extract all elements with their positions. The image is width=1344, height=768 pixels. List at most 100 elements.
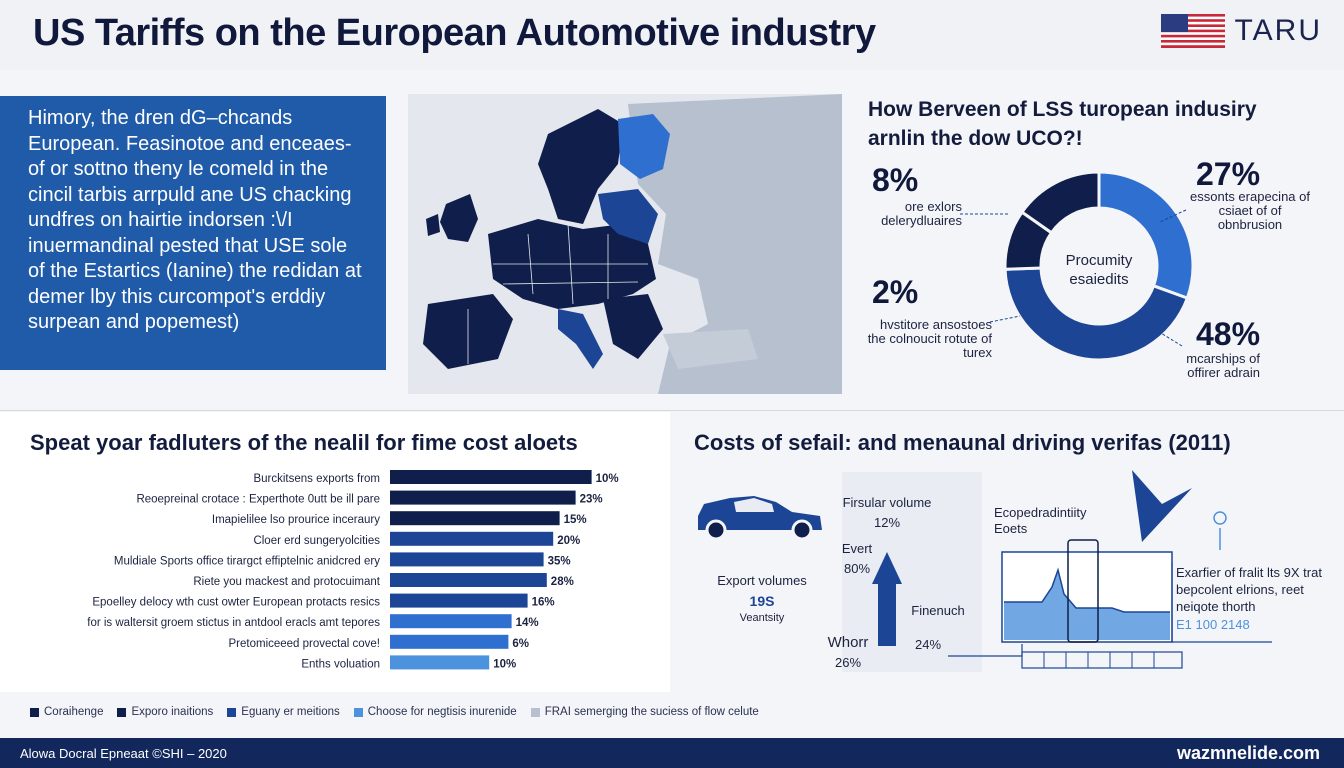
flow-title: Costs of sefail: and menaunal driving ve… [694, 430, 1231, 455]
area-spike [1004, 570, 1170, 640]
legend-swatch [117, 707, 127, 717]
flow-label-ecoped: Ecopedradintiity [994, 505, 1087, 520]
map-region-balkans [603, 294, 663, 359]
flow-label-finenuch: Finenuch [911, 603, 965, 618]
bar-value-label: 16% [532, 597, 555, 609]
map-region-italy [558, 309, 603, 369]
stat-label-2: hvstitore ansostoes the colnoucit rotute… [867, 317, 992, 360]
bar-value-label: 35% [548, 555, 571, 567]
bar [390, 593, 528, 608]
legend-swatch [227, 707, 237, 717]
donut-center-label-1: Procumity [1066, 252, 1133, 269]
stat-value-1: 8% [872, 162, 919, 198]
legend-swatch [530, 707, 540, 717]
us-flag-icon [1160, 14, 1225, 48]
intro-box: Himory, the dren dG–chcands European. Fe… [0, 96, 386, 370]
bar-category-label: Riete you mackest and protocuimant [193, 576, 380, 588]
europe-map [408, 94, 842, 394]
bar [390, 573, 547, 587]
map-region-uk [440, 194, 478, 242]
stat-label-4: mcarships of offirer adrain [1186, 351, 1260, 380]
legend-item: Eguany er meitions [227, 706, 340, 718]
legend-item: Choose for negtisis inurenide [353, 706, 517, 718]
legend-swatch [353, 707, 363, 717]
bar-category-label: Pretomiceeed provectal cove! [229, 638, 381, 650]
bar-chart: Burckitsens exports from 10% Reoepreinal c… [87, 470, 619, 670]
map-borders [467, 223, 648, 364]
bar-value-label: 6% [512, 638, 529, 650]
bar [390, 511, 560, 526]
flow-label-fursular: Firsular volume [842, 495, 932, 510]
legend-swatch [30, 707, 39, 717]
flow-panel: Costs of sefail: and menaunal driving ve… [672, 412, 1344, 692]
bar [390, 634, 509, 649]
legend-item: FRAI semerging the suciess of flow celut… [530, 706, 759, 718]
up-arrow-icon [872, 552, 902, 646]
map-region-baltic [598, 189, 658, 244]
legend-item: Coraihenge [30, 706, 103, 718]
map-region-finland [618, 114, 670, 179]
brand: TARU [1160, 14, 1322, 48]
bar-value-label: 28% [551, 576, 574, 588]
brand-name: TARU [1234, 14, 1322, 47]
stat-value-4: 48% [1196, 316, 1261, 352]
donut-title: How Berveen of LSS turopean indusiry arn… [868, 98, 1257, 150]
bar-value-label: 10% [596, 473, 619, 485]
bar-chart-title: Speat yoar fadluters of the nealil for f… [30, 430, 578, 455]
footer-copyright: Alowa Docral Epneaat ©SHI – 2020 [20, 746, 227, 761]
map-region-turkey [663, 329, 758, 369]
donut-chart: Procumity esaiedits [960, 170, 1195, 362]
bar-value-label: 23% [580, 494, 603, 506]
bar-category-label: Imapielilee lso prourice inceraury [212, 514, 380, 526]
stat-value-3: 27% [1196, 156, 1261, 192]
stat-label-1: ore exlors delerydluaires [881, 199, 962, 228]
bar-category-label: for is waltersit groem stictus in antdoo… [87, 617, 380, 629]
bar-value-label: 10% [493, 658, 516, 670]
flow-label-export: Export volumes [717, 573, 807, 588]
header: US Tariffs on the European Automotive in… [0, 0, 1344, 70]
leader-line-4 [1155, 329, 1183, 347]
flow-label-fursular-value: 12% [873, 515, 901, 530]
flow-label-right-value: E1 100 2148 [1176, 617, 1250, 632]
leader-line-2 [989, 315, 1021, 323]
flow-label-evert: Evert [841, 541, 873, 556]
map-region-east [628, 94, 842, 394]
flow-label-whor: Whorr [827, 634, 869, 651]
pin-icon [1213, 511, 1227, 525]
bar [390, 531, 554, 546]
intro-text: Himory, the dren dG–chcands European. Fe… [28, 107, 362, 333]
tariff-frame [948, 470, 1272, 669]
bar [390, 614, 512, 629]
page-title: US Tariffs on the European Automotive in… [33, 12, 876, 54]
donut-center-label-2: esaiedits [1069, 271, 1128, 288]
donut-hole [1041, 208, 1157, 324]
flow-label-right-text: Exarfier of fralit lts 9X trat bepcolent… [1176, 565, 1322, 614]
bar-category-label: Muldiale Sports office tirargct effiptel… [114, 555, 380, 567]
section-divider [0, 410, 1344, 411]
flow-label-finenuch-value: 24% [914, 637, 942, 652]
bar-category-label: Burckitsens exports from [253, 473, 380, 485]
bar-value-label: 20% [557, 535, 580, 547]
flow-label-whor-value: 26% [834, 655, 862, 670]
car-icon [698, 496, 822, 541]
map-region-ireland [426, 214, 440, 236]
footer-website-link[interactable]: wazmnelide.com [1176, 743, 1320, 763]
flow-label-export-value: 19S [749, 593, 775, 609]
bar-category-label: Reoepreinal crotace : Experthote 0utt be… [136, 494, 380, 506]
legend-item: Exporo inaitions [117, 706, 213, 718]
map-region-scandinavia [538, 109, 623, 224]
stat-value-2: 2% [872, 274, 919, 310]
flow-label-export-sub: Veantsity [739, 612, 785, 624]
bar-category-label: Enths voluation [301, 658, 380, 670]
bar [390, 490, 576, 505]
bar-chart-panel: Speat yoar fadluters of the nealil for f… [0, 412, 670, 692]
flag-shape [1132, 470, 1192, 542]
bar-category-label: Cloer erd sungeryolcities [253, 535, 380, 547]
footer: Alowa Docral Epneaat ©SHI – 2020 wazmnel… [0, 738, 1344, 768]
europe-map-svg [408, 94, 842, 394]
bar-value-label: 15% [564, 514, 587, 526]
flow-bg-column [842, 472, 982, 672]
legend: Coraihenge Exporo inaitions Eguany er me… [30, 706, 759, 718]
bar [390, 655, 490, 670]
flow-diagram [698, 470, 1272, 672]
